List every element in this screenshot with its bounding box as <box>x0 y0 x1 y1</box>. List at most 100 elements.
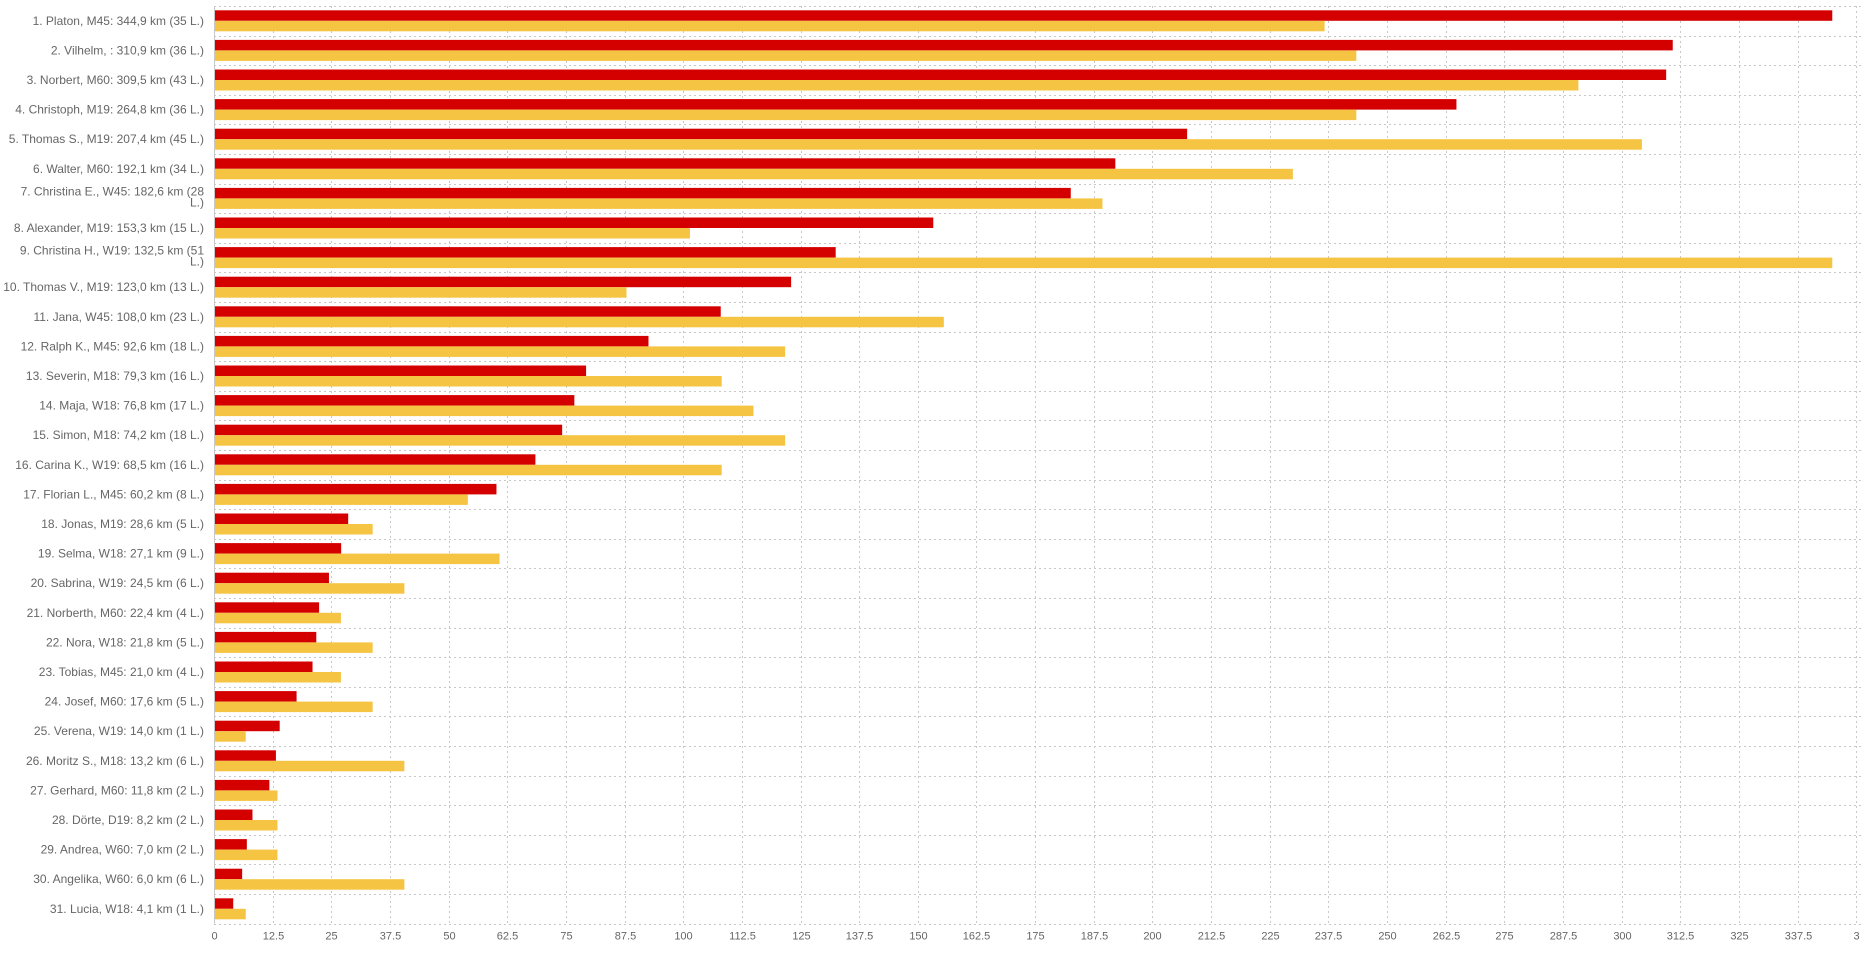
bar-yellow <box>214 405 754 417</box>
bar-red <box>214 247 836 258</box>
bar-yellow <box>214 642 373 653</box>
x-tick-label: 87.5 <box>615 931 636 943</box>
bar-red <box>214 720 280 732</box>
bar-yellow <box>214 80 1579 91</box>
category-label: 8. Alexander, M19: 153,3 km (15 L.) <box>14 221 204 235</box>
x-tick-label: 75 <box>560 931 572 943</box>
bar-red <box>214 306 721 317</box>
x-tick-label: 12.5 <box>263 931 284 943</box>
x-tick-label: 337.5 <box>1785 931 1813 943</box>
x-tick-label: 287.5 <box>1550 931 1578 943</box>
bar-red <box>214 187 1071 199</box>
bar-yellow <box>214 316 944 328</box>
bar-yellow <box>214 553 500 565</box>
bar-red <box>214 454 536 465</box>
bar-yellow <box>214 494 468 505</box>
x-tick-label: 3 <box>1853 931 1859 943</box>
bar-yellow <box>214 524 373 535</box>
category-label: 7. Christina E., W45: 182,6 km (28 L.) <box>21 184 205 209</box>
bar-red <box>214 750 276 761</box>
bar-red <box>214 365 587 376</box>
bar-yellow <box>214 435 786 446</box>
bar-yellow <box>214 464 722 476</box>
bar-yellow <box>214 820 278 831</box>
x-tick-label: 25 <box>325 931 337 943</box>
x-tick-label: 312.5 <box>1667 931 1695 943</box>
x-tick-label: 162.5 <box>963 931 991 943</box>
category-label: 12. Ralph K., M45: 92,6 km (18 L.) <box>21 339 204 353</box>
bar-yellow <box>214 139 1642 150</box>
bar-red <box>214 158 1116 169</box>
bar-red <box>214 10 1833 21</box>
bar-yellow <box>214 879 405 890</box>
bar-yellow <box>214 790 278 801</box>
bar-red <box>214 631 317 643</box>
bar-red <box>214 661 313 672</box>
category-label: 14. Maja, W18: 76,8 km (17 L.) <box>39 399 204 413</box>
bar-red <box>214 276 792 288</box>
x-tick-label: 212.5 <box>1198 931 1226 943</box>
bar-yellow <box>214 287 627 298</box>
category-label: 6. Walter, M60: 192,1 km (34 L.) <box>33 162 204 176</box>
bar-red <box>214 483 497 495</box>
x-tick-label: 225 <box>1261 931 1279 943</box>
bar-red <box>214 779 270 791</box>
category-label: 20. Sabrina, W19: 24,5 km (6 L.) <box>31 576 204 590</box>
category-label: 21. Norberth, M60: 22,4 km (4 L.) <box>27 606 204 620</box>
bar-yellow <box>214 583 405 594</box>
bar-yellow <box>214 50 1357 61</box>
x-tick-label: 262.5 <box>1433 931 1461 943</box>
bar-red <box>214 217 934 228</box>
bar-red <box>214 424 563 436</box>
bar-red <box>214 809 253 820</box>
x-tick-label: 250 <box>1378 931 1396 943</box>
bar-yellow <box>214 228 690 239</box>
bar-red <box>214 395 575 406</box>
bar-red <box>214 868 243 880</box>
bar-red <box>214 543 342 554</box>
x-tick-label: 237.5 <box>1315 931 1343 943</box>
category-label: 1. Platon, M45: 344,9 km (35 L.) <box>33 14 204 28</box>
bar-yellow <box>214 109 1357 121</box>
bar-yellow <box>214 612 341 624</box>
category-label: 4. Christoph, M19: 264,8 km (36 L.) <box>15 103 204 117</box>
x-tick-label: 175 <box>1026 931 1044 943</box>
category-label: 27. Gerhard, M60: 11,8 km (2 L.) <box>30 783 204 797</box>
category-label: 23. Tobias, M45: 21,0 km (4 L.) <box>39 665 204 679</box>
bar-red <box>214 602 320 613</box>
category-label: 3. Norbert, M60: 309,5 km (43 L.) <box>27 73 204 87</box>
bar-yellow <box>214 849 278 861</box>
bar-red <box>214 39 1673 51</box>
bar-red <box>214 839 247 850</box>
category-label: 5. Thomas S., M19: 207,4 km (45 L.) <box>9 132 204 146</box>
x-tick-label: 300 <box>1613 931 1631 943</box>
bar-yellow <box>214 257 1833 269</box>
x-tick-label: 50 <box>443 931 455 943</box>
category-label: 16. Carina K., W19: 68,5 km (16 L.) <box>15 458 204 472</box>
bar-red <box>214 335 649 347</box>
bar-yellow <box>214 672 341 683</box>
bar-yellow <box>214 376 722 387</box>
bar-yellow <box>214 701 373 713</box>
x-tick-label: 100 <box>674 931 692 943</box>
bar-yellow <box>214 168 1293 180</box>
category-label: 10. Thomas V., M19: 123,0 km (13 L.) <box>3 280 204 294</box>
category-label: 13. Severin, M18: 79,3 km (16 L.) <box>26 369 204 383</box>
x-tick-label: 137.5 <box>846 931 874 943</box>
bar-red <box>214 691 297 702</box>
category-label: 15. Simon, M18: 74,2 km (18 L.) <box>33 428 204 442</box>
category-label: 2. Vilhelm, : 310,9 km (36 L.) <box>51 43 204 57</box>
category-label: 17. Florian L., M45: 60,2 km (8 L.) <box>23 487 204 501</box>
x-tick-label: 37.5 <box>380 931 401 943</box>
category-label: 22. Nora, W18: 21,8 km (5 L.) <box>46 635 204 649</box>
bar-yellow <box>214 20 1325 32</box>
bar-red <box>214 513 349 524</box>
bar-yellow <box>214 198 1103 209</box>
bar-yellow <box>214 760 405 772</box>
x-tick-label: 62.5 <box>497 931 518 943</box>
x-tick-label: 325 <box>1730 931 1748 943</box>
bar-red <box>214 898 234 909</box>
category-label: 29. Andrea, W60: 7,0 km (2 L.) <box>41 843 204 857</box>
bar-yellow <box>214 908 246 920</box>
